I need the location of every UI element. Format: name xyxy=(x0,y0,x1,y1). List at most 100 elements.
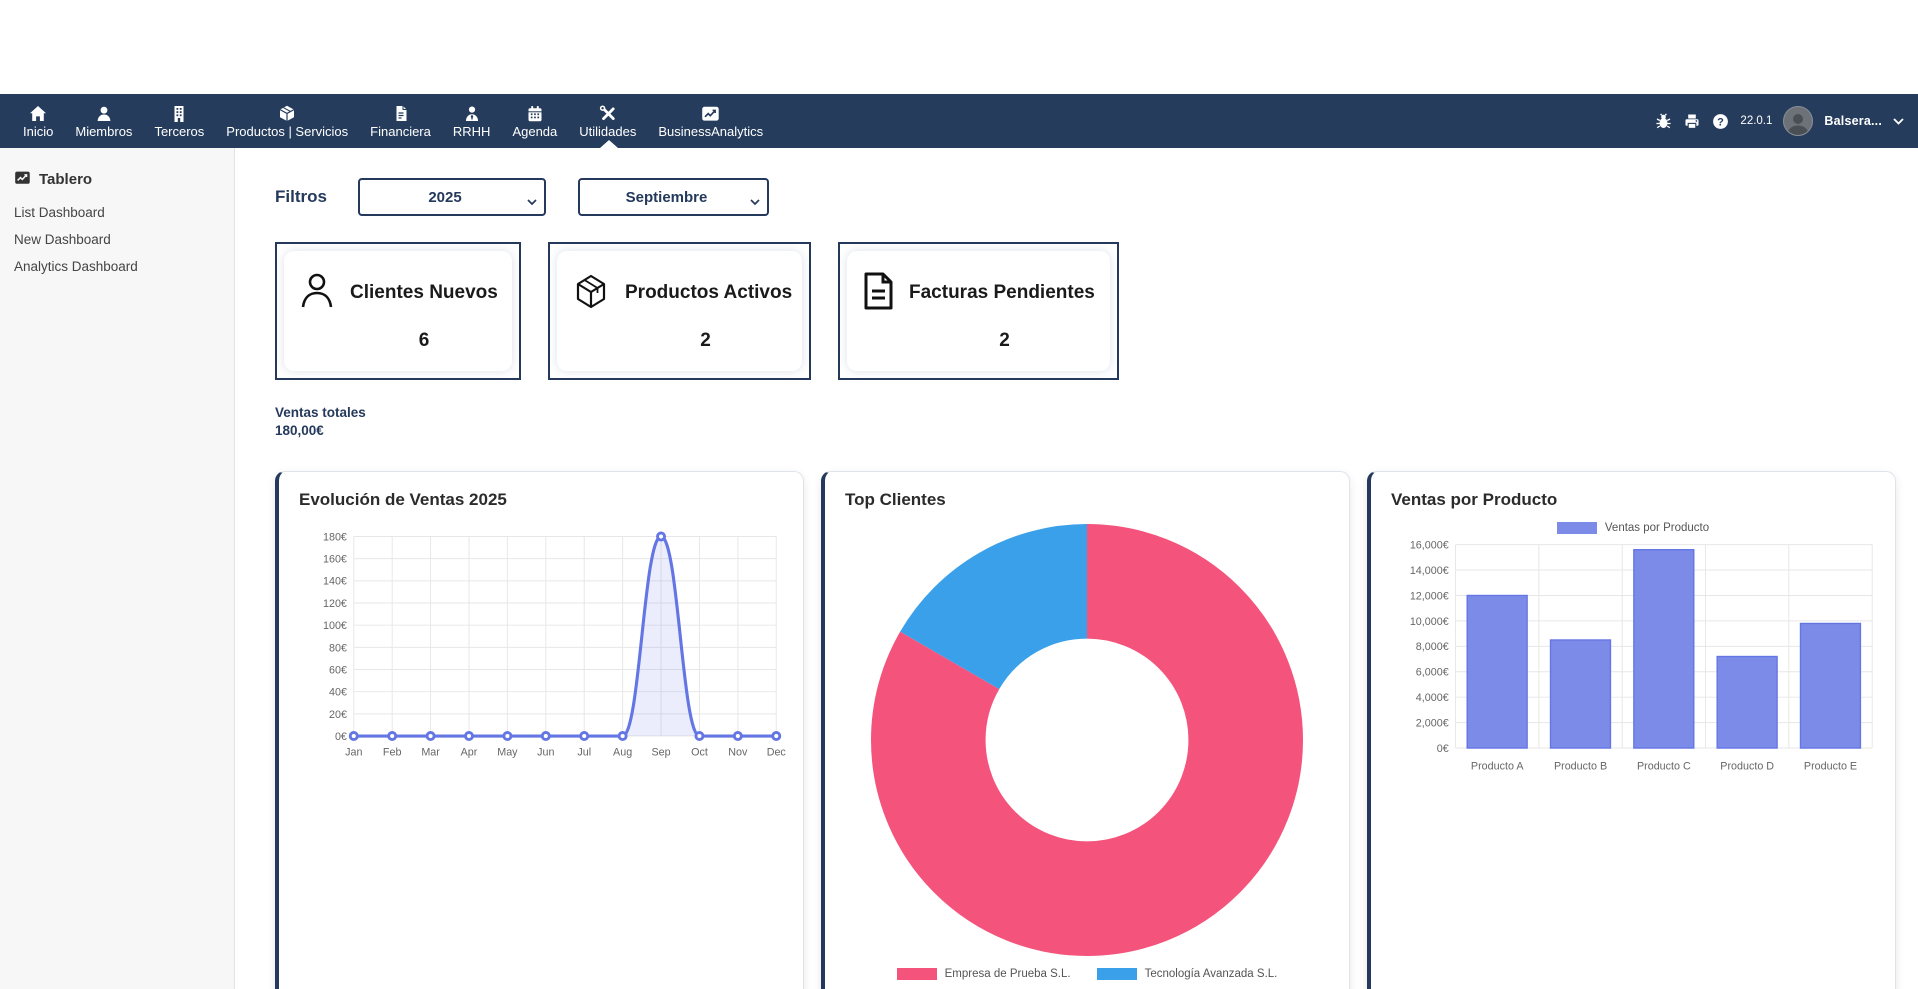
svg-text:0€: 0€ xyxy=(1437,743,1449,755)
top-clients-card: Top Clientes Empresa de Prueba S.L. Tecno… xyxy=(821,471,1350,989)
svg-text:Dec: Dec xyxy=(767,747,787,759)
sidebar-section-tablero[interactable]: Tablero xyxy=(0,164,234,199)
sales-evolution-line-chart: 0€ 20€ 40€ 60€ 80€ 100€ 120€ 140€ 160€ 180€ Jan Feb… xyxy=(323,531,787,759)
svg-text:Nov: Nov xyxy=(728,747,748,759)
nav-label: Productos | Servicios xyxy=(226,124,349,139)
month-select-wrap: Septiembre xyxy=(578,178,769,216)
svg-text:80€: 80€ xyxy=(329,642,347,654)
nav-item-productos[interactable]: Productos | Servicios xyxy=(215,94,359,148)
nav-label: Terceros xyxy=(154,124,205,139)
svg-text:Feb: Feb xyxy=(383,747,402,759)
svg-text:Producto A: Producto A xyxy=(1471,761,1524,773)
nav-label: Agenda xyxy=(512,124,558,139)
svg-text:Sep: Sep xyxy=(651,747,670,759)
svg-text:6,000€: 6,000€ xyxy=(1416,667,1449,679)
kpi-value: 2 xyxy=(700,329,711,351)
svg-text:0€: 0€ xyxy=(335,731,347,743)
left-sidebar: Tablero List Dashboard New Dashboard Ana… xyxy=(0,148,235,989)
legend-item: Ventas por Producto xyxy=(1556,522,1709,534)
legend-item: Tecnología Avanzada S.L. xyxy=(1096,968,1277,980)
bug-icon[interactable] xyxy=(1655,112,1672,130)
member-icon xyxy=(95,104,113,122)
chart-title: Ventas por Producto xyxy=(1391,490,1558,509)
svg-text:60€: 60€ xyxy=(329,664,347,676)
sidebar-item-analytics-dashboard[interactable]: Analytics Dashboard xyxy=(14,259,138,274)
navbar-right: ? 22.0.1 Balsera... xyxy=(1655,94,1904,148)
svg-text:2,000€: 2,000€ xyxy=(1416,718,1449,730)
svg-text:Producto D: Producto D xyxy=(1720,761,1774,773)
calendar-icon xyxy=(526,104,544,122)
legend-label: Empresa de Prueba S.L. xyxy=(944,968,1071,980)
nav-item-terceros[interactable]: Terceros xyxy=(143,94,215,148)
year-select-wrap: 2025 xyxy=(358,178,546,216)
svg-text:Apr: Apr xyxy=(461,747,478,759)
sidebar-item-new-dashboard[interactable]: New Dashboard xyxy=(14,232,111,247)
donut-legend: Empresa de Prueba S.L. Tecnología Avanzad… xyxy=(845,968,1329,980)
svg-text:4,000€: 4,000€ xyxy=(1416,692,1449,704)
kpi-card-clientes-nuevos: Clientes Nuevos 6 xyxy=(275,242,521,380)
cube-icon xyxy=(278,104,296,122)
nav-item-miembros[interactable]: Miembros xyxy=(64,94,143,148)
sales-total: Ventas totales 180,00€ xyxy=(275,404,1898,440)
svg-text:160€: 160€ xyxy=(323,554,347,566)
legend-swatch xyxy=(1556,522,1597,534)
legend-swatch xyxy=(896,968,937,980)
charts-row: Evolución de Ventas 2025 0€ 20€ 40€ 60€ 80€ 1… xyxy=(275,471,1898,989)
svg-text:Jan: Jan xyxy=(345,747,362,759)
svg-text:Jun: Jun xyxy=(537,747,554,759)
kpi-value: 6 xyxy=(418,329,430,351)
help-icon[interactable]: ? xyxy=(1712,113,1729,130)
active-tab-indicator xyxy=(600,140,618,148)
kpi-row: Clientes Nuevos 6 Productos Activos xyxy=(275,242,1898,380)
sales-evolution-card: Evolución de Ventas 2025 0€ 20€ 40€ 60€ 80€ 1… xyxy=(275,471,804,989)
svg-text:40€: 40€ xyxy=(329,687,347,699)
main-content: Filtros 2025 Septiembre xyxy=(235,148,1918,989)
top-white-strip xyxy=(0,0,1918,47)
nav-item-rrhh[interactable]: RRHH xyxy=(442,94,502,148)
year-select[interactable]: 2025 xyxy=(358,178,546,216)
svg-text:Producto C: Producto C xyxy=(1637,761,1691,773)
svg-text:140€: 140€ xyxy=(323,576,347,588)
svg-text:14,000€: 14,000€ xyxy=(1410,565,1449,577)
legend-swatch xyxy=(1096,968,1137,980)
user-name[interactable]: Balsera... xyxy=(1824,114,1882,128)
home-icon xyxy=(29,104,47,122)
version-label: 22.0.1 xyxy=(1740,115,1773,127)
sales-by-product-card: Ventas por Producto Ventas por Producto … xyxy=(1367,471,1896,989)
dashboard-chart-icon xyxy=(14,170,31,189)
person-icon xyxy=(298,271,336,316)
nav-item-businessanalytics[interactable]: BusinessAnalytics xyxy=(647,94,774,148)
nav-label: Utilidades xyxy=(579,124,637,139)
svg-text:180€: 180€ xyxy=(323,531,347,543)
printer-icon[interactable] xyxy=(1683,113,1701,130)
kpi-card-facturas-pendientes: Facturas Pendientes 2 xyxy=(838,242,1119,380)
kpi-value: 2 xyxy=(999,329,1010,351)
bar-chart-legend: Ventas por Producto xyxy=(1391,522,1875,534)
filters-label: Filtros xyxy=(275,187,327,206)
month-select[interactable]: Septiembre xyxy=(578,178,769,216)
sidebar-item-list-dashboard[interactable]: List Dashboard xyxy=(14,205,105,220)
svg-text:Oct: Oct xyxy=(691,747,708,759)
svg-text:Aug: Aug xyxy=(613,747,632,759)
chart-icon xyxy=(701,104,720,122)
svg-text:8,000€: 8,000€ xyxy=(1416,641,1449,653)
nav-item-financiera[interactable]: Financiera xyxy=(359,94,442,148)
svg-text:Mar: Mar xyxy=(421,747,440,759)
nav-item-inicio[interactable]: Inicio xyxy=(12,94,64,148)
legend-item: Empresa de Prueba S.L. xyxy=(896,968,1071,980)
kpi-title: Productos Activos xyxy=(625,282,793,303)
kpi-title: Facturas Pendientes xyxy=(909,282,1095,303)
filters-bar: Filtros 2025 Septiembre xyxy=(275,178,1898,216)
sales-by-product-bar-chart: 0€ 2,000€ 4,000€ 6,000€ 8,000€ 10,000€ 12,000€… xyxy=(1410,540,1873,773)
svg-text:May: May xyxy=(497,747,518,759)
svg-text:12,000€: 12,000€ xyxy=(1410,590,1449,602)
chart-title: Top Clientes xyxy=(845,490,946,509)
nav-item-utilidades[interactable]: Utilidades xyxy=(568,94,647,148)
nav-label: Financiera xyxy=(370,124,431,139)
nav-item-agenda[interactable]: Agenda xyxy=(501,94,568,148)
svg-text:16,000€: 16,000€ xyxy=(1410,540,1449,552)
chevron-down-icon[interactable] xyxy=(1893,117,1904,125)
user-avatar[interactable] xyxy=(1783,106,1814,136)
sidebar-top-peek xyxy=(0,47,1918,94)
sales-total-value: 180,00€ xyxy=(275,423,324,438)
